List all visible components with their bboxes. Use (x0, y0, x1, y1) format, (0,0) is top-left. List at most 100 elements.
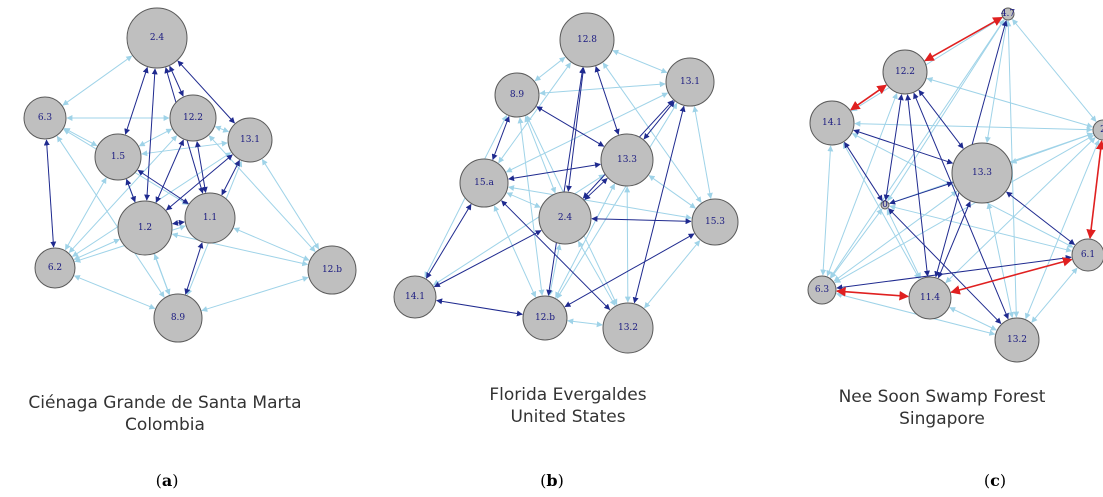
panel-b-node-label-8: 12.b (535, 313, 555, 323)
panel-c-node-2: 14.1 (809, 100, 855, 146)
panel-b-edge-31 (508, 162, 601, 182)
panel-c-edge-41 (950, 257, 1073, 295)
panel-b-edge-28 (632, 105, 686, 304)
panel-b-caption-line1: Florida Evergaldes (489, 385, 646, 405)
panel-b-edge-36 (433, 230, 542, 288)
panel-a-node-7: 6.2 (34, 247, 76, 289)
panel-c-edge-21 (830, 208, 883, 279)
panel-a-node-8: 12.b (307, 245, 357, 295)
panel-a: 2.4 6.3 12.2 13.1 1.5 1.2 1.1 6.2 12.b 8.9 Ciénag… (23, 7, 357, 490)
panel-b-node-circle-2 (494, 72, 540, 118)
panel-c-edge-26 (918, 89, 964, 149)
panel-a-node-2: 12.2 (169, 94, 217, 142)
panel-c-edge-34 (1006, 191, 1076, 245)
panel-b-edge-0 (612, 49, 668, 74)
panel-b-edge-23 (594, 65, 620, 135)
panel-c-node-label-8: 11.4 (920, 293, 940, 303)
panel-b-label-close: ) (558, 471, 564, 490)
panel-a-node-label-1: 6.3 (38, 113, 53, 123)
panel-a-caption-line2: Colombia (125, 415, 205, 435)
panel-a-node-label-6: 1.1 (203, 213, 217, 223)
panel-c-node-circle-6 (1071, 238, 1103, 272)
panel-c-node-4: 13.3 (951, 142, 1013, 204)
panel-c-node-circle-3 (1092, 119, 1103, 141)
panel-c-edge-9 (854, 120, 1093, 133)
panel-a-edge-27 (43, 139, 57, 248)
panel-c-edge-22 (1031, 267, 1078, 323)
panel-b-node-4: 15.a (459, 158, 509, 208)
panel-a-node-0: 2.4 (126, 7, 188, 69)
panel-a-node-label-0: 2.4 (150, 33, 165, 43)
panel-c-edge-32 (844, 141, 883, 202)
panel-a-edge-33 (137, 169, 189, 205)
panel-b-edge-29 (491, 115, 510, 161)
panel-a-node-label-8: 12.b (322, 265, 342, 275)
panel-c-node-label-1: 12.2 (895, 67, 915, 77)
panel-c-node-circle-1 (882, 49, 928, 95)
panel-a-node-label-5: 1.2 (138, 223, 152, 233)
panel-c-node-label-6: 6.1 (1081, 250, 1095, 260)
panel-c-edge-33 (889, 181, 954, 205)
panel-b-edge-15 (506, 192, 541, 208)
panel-b-edge-35 (591, 215, 692, 225)
panel-c-edge-24 (949, 307, 997, 331)
panel-a-edge-6 (138, 128, 173, 147)
panel-a-edge-24 (169, 65, 184, 97)
panel-a-edge-20 (73, 275, 156, 310)
panel-b-edges (424, 49, 713, 328)
panel-b-edge-20 (644, 240, 701, 309)
panel-c-node-6: 6.1 (1071, 238, 1103, 272)
panel-b-edge-21 (567, 318, 603, 328)
panel-a-edge-2 (63, 127, 98, 147)
panel-b-edge-8 (524, 115, 557, 194)
panel-b-node-label-2: 8.9 (510, 90, 525, 100)
panel-a-label-close: ) (172, 471, 178, 490)
panel-c-edge-31 (853, 129, 954, 165)
panel-b-node-0: 12.8 (559, 12, 615, 68)
panel-c-label: (c) (984, 471, 1006, 490)
panel-b-edge-16 (493, 205, 537, 298)
panel-c-node-circle-9 (994, 317, 1040, 363)
panel-b-node-circle-3 (600, 133, 654, 187)
panel-b-node-circle-6 (691, 198, 739, 246)
panel-a-node-circle-6 (184, 192, 236, 244)
panel-c-node-label-5: 0 (882, 200, 888, 210)
panel-a-caption-line1: Ciénaga Grande de Santa Marta (28, 393, 301, 413)
panel-c-node-circle-7 (807, 275, 837, 305)
panel-c-edge-28 (905, 94, 930, 277)
panel-a-edge-18 (233, 227, 310, 261)
panel-a-node-label-2: 12.2 (183, 113, 203, 123)
panel-b-node-1: 13.1 (665, 57, 715, 107)
panel-a-edge-13 (64, 177, 107, 251)
panel-b-node-circle-5 (538, 191, 592, 245)
panel-c-label-open: ( (984, 471, 990, 490)
panel-b-edge-33 (425, 203, 472, 279)
panel-c-node-9: 13.2 (994, 317, 1040, 363)
panel-b-node-circle-8 (522, 295, 568, 341)
panel-c-node-circle-4 (951, 142, 1013, 204)
panel-b-node-circle-9 (602, 302, 654, 354)
panel-a-label-open: ( (156, 471, 162, 490)
panel-b-node-label-7: 14.1 (405, 292, 425, 302)
panel-a-node-label-3: 13.1 (240, 135, 260, 145)
panel-c-node-label-4: 13.3 (972, 168, 992, 178)
panel-b-edge-37 (564, 233, 695, 308)
panel-b-edge-30 (536, 106, 605, 147)
panel-c-node-0: 4.7 (1001, 7, 1015, 21)
panel-a-edge-23 (124, 66, 149, 135)
panel-b-node-9: 13.2 (602, 302, 654, 354)
panel-a-node-label-4: 1.5 (111, 152, 126, 162)
panel-b-edge-17 (508, 185, 692, 221)
panel-c-edge-0 (851, 17, 1003, 112)
panel-b-edge-25 (546, 67, 585, 296)
panel-a-node-label-9: 8.9 (171, 313, 186, 323)
panel-a-node-4: 1.5 (94, 133, 142, 181)
panel-b-node-label-3: 13.3 (617, 155, 637, 165)
panel-c-edge-35 (937, 201, 971, 279)
panel-c-node-label-9: 13.2 (1007, 335, 1027, 345)
panel-b-edge-38 (436, 298, 523, 317)
panel-b-node-label-5: 2.4 (558, 213, 573, 223)
panel-c-edge-42 (836, 286, 910, 301)
panel-b-edge-6 (692, 106, 713, 199)
